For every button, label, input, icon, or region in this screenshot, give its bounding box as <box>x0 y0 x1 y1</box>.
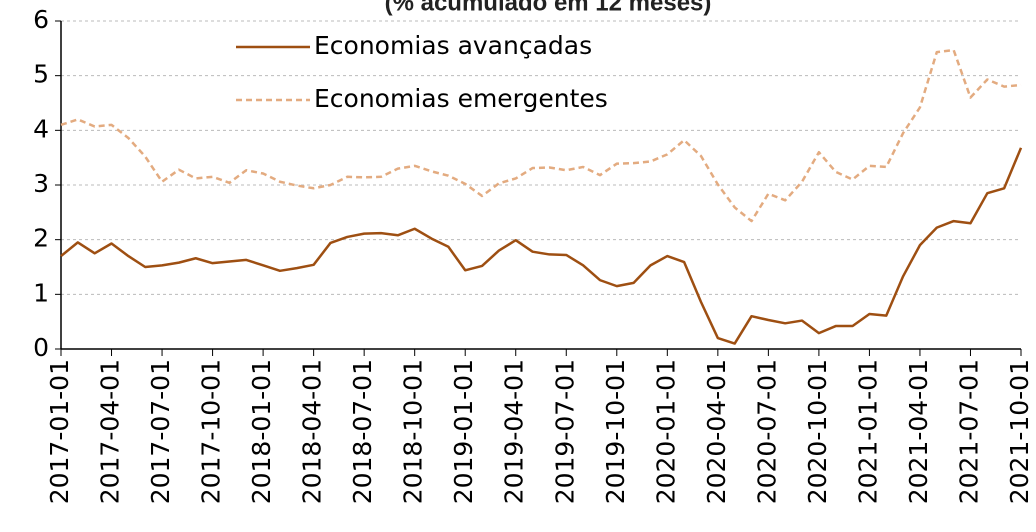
x-tick-label: 2020-10-01 <box>803 359 832 504</box>
y-tick-label: 3 <box>33 169 49 198</box>
y-tick-label: 4 <box>33 114 49 143</box>
x-tick-label: 2020-01-01 <box>651 359 680 504</box>
x-tick-label: 2021-04-01 <box>904 359 933 504</box>
series-line <box>60 147 1023 345</box>
x-tick-label: 2018-07-01 <box>348 359 377 504</box>
series-line <box>60 48 1022 223</box>
y-tick-label: 1 <box>33 278 49 307</box>
y-tick-label: 2 <box>33 224 49 253</box>
x-tick-label: 2018-01-01 <box>247 359 276 504</box>
x-tick-label: 2021-01-01 <box>853 359 882 504</box>
x-tick-label: 2019-01-01 <box>449 359 478 504</box>
x-tick-label: 2019-04-01 <box>500 359 529 504</box>
x-tick-label: 2020-04-01 <box>702 359 731 504</box>
x-tick-label: 2017-10-01 <box>197 359 226 504</box>
x-tick-label: 2019-07-01 <box>550 359 579 504</box>
y-tick-label: 6 <box>33 5 49 34</box>
x-tick-label: 2020-07-01 <box>752 359 781 504</box>
x-tick-label: 2018-10-01 <box>399 359 428 504</box>
y-tick-label: 5 <box>33 60 49 89</box>
legend-label: Economias emergentes <box>314 84 608 113</box>
x-tick-label: 2018-04-01 <box>298 359 327 504</box>
chart-title: (% acumulado em 12 meses) <box>385 0 712 16</box>
x-tick-label: 2017-01-01 <box>45 359 74 504</box>
x-tick-label: 2017-07-01 <box>146 359 175 504</box>
y-tick-label: 0 <box>33 333 49 362</box>
x-tick-label: 2017-04-01 <box>96 359 125 504</box>
legend-label: Economias avançadas <box>314 31 592 60</box>
x-tick-label: 2019-10-01 <box>601 359 630 504</box>
x-tick-label: 2021-10-01 <box>1005 359 1034 504</box>
x-tick-label: 2021-07-01 <box>954 359 983 504</box>
